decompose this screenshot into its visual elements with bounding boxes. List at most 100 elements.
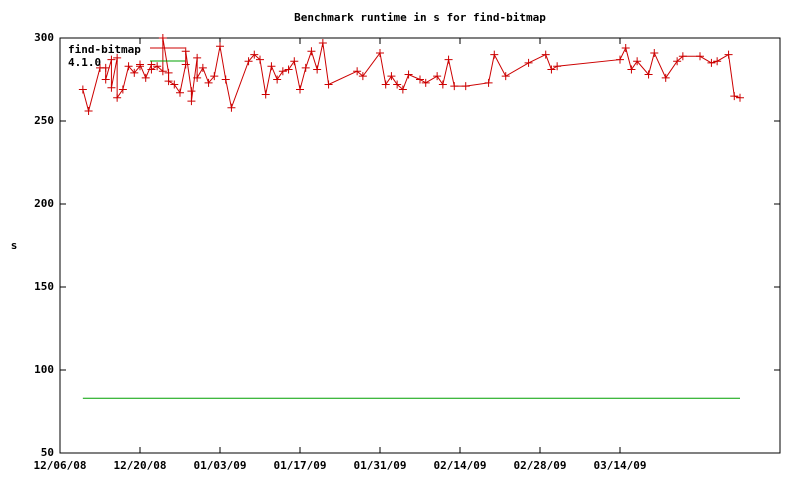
point-marker [381, 80, 390, 89]
point-marker [164, 77, 173, 86]
point-marker [524, 58, 533, 67]
point-marker [661, 73, 670, 82]
point-marker [153, 62, 162, 71]
point-marker [124, 62, 133, 71]
series-line [82, 37, 741, 113]
point-marker [107, 83, 116, 92]
point-marker [404, 70, 413, 79]
point-marker [221, 75, 230, 84]
point-marker [164, 68, 173, 77]
point-marker [673, 57, 682, 66]
point-marker [136, 60, 144, 69]
x-tick-label: 02/28/09 [514, 459, 567, 472]
point-marker [313, 65, 322, 74]
point-marker [461, 82, 470, 91]
point-marker [713, 57, 722, 66]
point-marker [307, 47, 316, 56]
legend-label: 4.1.0 [68, 56, 101, 69]
point-marker [621, 43, 630, 52]
y-axis-label: s [11, 239, 18, 252]
point-marker [187, 97, 196, 106]
point-marker [707, 58, 716, 67]
point-marker [547, 65, 556, 74]
point-marker [541, 50, 550, 59]
point-marker [353, 67, 362, 76]
x-tick-label: 12/20/08 [114, 459, 167, 472]
point-marker [416, 75, 424, 84]
x-tick-label: 01/03/09 [194, 459, 247, 472]
point-marker [101, 75, 110, 84]
point-marker [193, 53, 202, 62]
point-marker [210, 72, 219, 81]
point-marker [176, 88, 184, 97]
point-marker [170, 80, 179, 89]
point-marker [376, 48, 384, 57]
y-tick-label: 50 [41, 446, 54, 459]
point-marker [244, 57, 253, 66]
point-marker [627, 65, 636, 74]
point-marker [256, 55, 264, 64]
point-marker [278, 67, 287, 76]
point-marker [181, 60, 190, 69]
point-marker [324, 80, 333, 89]
point-marker [696, 52, 704, 61]
point-marker [193, 73, 202, 82]
point-marker [147, 65, 156, 74]
point-marker [78, 85, 87, 94]
point-marker [181, 47, 190, 56]
point-marker [227, 103, 236, 112]
point-marker [187, 87, 196, 96]
point-marker [450, 82, 459, 91]
point-marker [490, 50, 499, 59]
point-marker [284, 65, 293, 74]
point-marker [633, 57, 642, 66]
point-marker [273, 75, 282, 84]
x-tick-label: 12/06/08 [34, 459, 87, 472]
y-tick-label: 150 [34, 280, 54, 293]
point-marker [318, 38, 327, 47]
point-marker [290, 57, 299, 66]
point-marker [158, 34, 167, 42]
point-marker [158, 67, 167, 76]
point-marker [421, 78, 430, 87]
point-marker [130, 68, 139, 77]
x-tick-label: 01/31/09 [354, 459, 407, 472]
y-tick-label: 200 [34, 197, 54, 210]
x-tick-label: 01/17/09 [274, 459, 327, 472]
point-marker [84, 107, 93, 116]
point-marker [553, 62, 562, 71]
point-marker [724, 50, 733, 59]
point-marker [118, 85, 127, 94]
point-marker [204, 78, 213, 87]
point-marker [644, 70, 653, 79]
point-marker [501, 72, 510, 81]
point-marker [113, 53, 122, 62]
y-tick-label: 250 [34, 114, 54, 127]
plot-frame [59, 37, 781, 454]
point-marker [398, 85, 407, 94]
point-marker [678, 52, 687, 61]
point-marker [107, 55, 116, 64]
point-marker [358, 72, 367, 81]
point-marker [267, 62, 276, 71]
point-marker [141, 73, 150, 82]
point-marker [438, 80, 447, 89]
point-marker [433, 72, 442, 81]
point-marker [113, 93, 122, 102]
point-marker [250, 50, 259, 59]
point-marker [101, 63, 110, 72]
point-marker [736, 93, 744, 102]
y-tick-label: 300 [34, 31, 54, 44]
point-marker [261, 90, 270, 99]
x-tick-label: 03/14/09 [594, 459, 647, 472]
point-marker [216, 42, 224, 51]
point-marker [387, 72, 396, 81]
point-marker [650, 48, 659, 57]
point-marker [444, 55, 453, 64]
point-marker [296, 85, 304, 94]
legend-label: find-bitmap [68, 43, 141, 56]
y-tick-label: 100 [34, 363, 54, 376]
point-marker [616, 55, 624, 64]
x-tick-label: 02/14/09 [434, 459, 487, 472]
